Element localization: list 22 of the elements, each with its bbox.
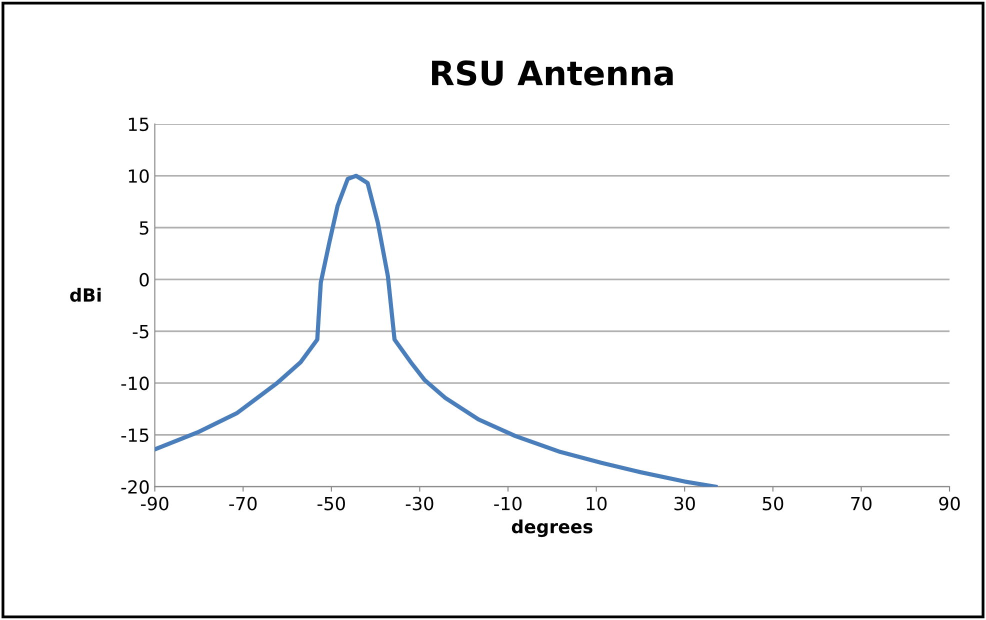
y-tick-label: -15	[121, 428, 148, 442]
chart-title: RSU Antenna	[432, 60, 673, 86]
y-axis-title: dBi	[70, 288, 101, 302]
x-tick-label: -30	[406, 496, 434, 510]
y-tick-label: 0	[140, 272, 149, 287]
x-tick-label: 90	[939, 496, 960, 510]
x-tick-label: -70	[229, 496, 257, 510]
y-tick-label: -10	[121, 376, 149, 390]
x-tick-label: -50	[318, 496, 345, 510]
x-axis-title: degrees	[512, 519, 592, 538]
y-tick-label: -20	[121, 480, 149, 494]
y-tick-label: 10	[128, 169, 149, 183]
x-tick-label: 10	[586, 496, 607, 510]
x-tick-label: 70	[851, 496, 872, 510]
line-series	[154, 174, 718, 487]
x-tick-label: 50	[762, 496, 784, 510]
x-tick-label: -90	[140, 496, 168, 510]
y-tick-label: 5	[140, 221, 148, 235]
y-tick-label: -5	[132, 324, 148, 338]
y-tick-label: 15	[128, 118, 148, 132]
x-tick-label: -10	[494, 496, 522, 510]
x-tick-label: 30	[674, 496, 695, 510]
